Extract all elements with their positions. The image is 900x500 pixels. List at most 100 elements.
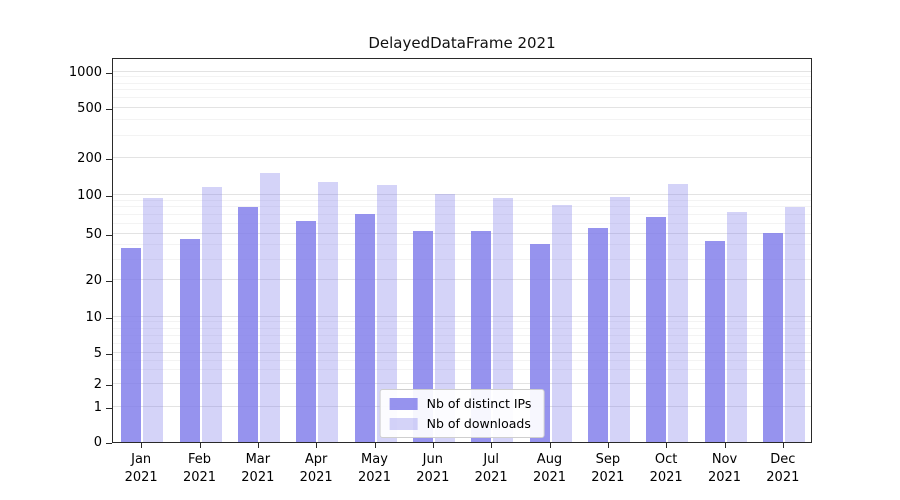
minor-gridline: [113, 199, 811, 201]
bar-distinct-ips: [704, 240, 725, 442]
y-tick-label: 20: [85, 272, 102, 288]
y-tick-mark: [106, 195, 112, 197]
y-tick-label: 200: [77, 150, 102, 166]
minor-gridline: [113, 258, 811, 260]
x-tick-mark: [199, 443, 201, 448]
major-gridline: [113, 352, 811, 354]
major-gridline: [113, 382, 811, 384]
x-tick-label: Sep 2021: [591, 452, 625, 485]
bar-downloads: [784, 207, 805, 442]
y-tick-mark: [106, 280, 112, 282]
y-tick-label: 1000: [68, 65, 102, 80]
bar-downloads: [726, 211, 747, 442]
x-tick-mark: [316, 443, 318, 448]
x-tick-label: Apr 2021: [299, 452, 333, 485]
bar-downloads: [201, 187, 222, 442]
x-tick-label: Dec 2021: [766, 452, 800, 485]
bar-distinct-ips: [587, 227, 608, 442]
x-tick-label: Feb 2021: [182, 452, 217, 485]
bar-distinct-ips: [646, 216, 667, 442]
y-tick-label: 10: [85, 309, 102, 325]
bar-downloads: [434, 194, 455, 442]
y-tick-mark: [106, 384, 112, 386]
minor-gridline: [113, 97, 811, 99]
minor-gridline: [113, 89, 811, 91]
bar-distinct-ips: [354, 214, 375, 442]
bar-downloads: [609, 196, 630, 442]
minor-gridline: [113, 76, 811, 78]
y-tick-label: 1: [93, 399, 102, 415]
y-tick-mark: [106, 443, 112, 444]
legend-swatch-distinct-ips: [389, 397, 418, 410]
legend-item-distinct-ips: Nb of distinct IPs: [389, 396, 532, 411]
bar-downloads: [668, 183, 689, 442]
y-tick-label: 5: [93, 346, 102, 362]
y-tick-label: 2: [93, 376, 102, 392]
major-gridline: [113, 278, 811, 280]
y-tick-mark: [106, 235, 112, 237]
x-tick-label: Oct 2021: [649, 452, 683, 485]
y-tick-mark: [106, 317, 112, 319]
chart-title: DelayedDataFrame 2021: [368, 34, 556, 52]
x-tick-label: May 2021: [357, 452, 392, 485]
legend: Nb of distinct IPs Nb of downloads: [379, 389, 545, 438]
minor-gridline: [113, 119, 811, 121]
x-tick-mark: [724, 443, 726, 448]
x-tick-label: Jan 2021: [124, 452, 158, 485]
y-tick-mark: [106, 73, 112, 74]
legend-item-downloads: Nb of downloads: [389, 416, 532, 431]
x-tick-mark: [491, 443, 493, 448]
major-gridline: [113, 193, 811, 195]
x-tick-label: Nov 2021: [707, 452, 742, 485]
x-tick-label: Aug 2021: [532, 452, 567, 485]
minor-gridline: [113, 327, 811, 329]
x-tick-mark: [549, 443, 551, 448]
major-gridline: [113, 106, 811, 108]
minor-gridline: [113, 82, 811, 84]
major-gridline: [113, 315, 811, 317]
major-gridline: [113, 156, 811, 158]
minor-gridline: [113, 214, 811, 216]
y-tick-label: 100: [77, 187, 102, 203]
minor-gridline: [113, 206, 811, 208]
x-tick-label: Jun 2021: [416, 452, 450, 485]
bar-distinct-ips: [237, 207, 258, 442]
bar-downloads: [259, 173, 280, 442]
bar-distinct-ips: [121, 247, 142, 442]
x-tick-mark: [666, 443, 668, 448]
minor-gridline: [113, 342, 811, 344]
y-tick-mark: [106, 407, 112, 409]
x-tick-label: Mar 2021: [241, 452, 275, 485]
y-tick-mark: [106, 108, 112, 110]
minor-gridline: [113, 334, 811, 336]
x-tick-mark: [782, 443, 784, 448]
x-tick-label: Jul 2021: [474, 452, 508, 485]
major-gridline: [113, 71, 811, 73]
x-tick-mark: [432, 443, 434, 448]
bar-downloads: [376, 185, 397, 442]
minor-gridline: [113, 369, 811, 371]
y-tick-mark: [106, 354, 112, 356]
y-tick-label: 50: [85, 227, 102, 243]
major-gridline: [113, 233, 811, 235]
bar-downloads: [551, 204, 572, 442]
minor-gridline: [113, 134, 811, 136]
minor-gridline: [113, 222, 811, 224]
y-tick-label: 500: [77, 100, 102, 116]
x-tick-mark: [141, 443, 143, 448]
bar-downloads: [143, 197, 164, 442]
bar-distinct-ips: [762, 232, 783, 442]
x-tick-mark: [607, 443, 609, 448]
bar-downloads: [318, 181, 339, 442]
minor-gridline: [113, 321, 811, 323]
bar-downloads: [493, 197, 514, 442]
bar-distinct-ips: [179, 239, 200, 442]
x-tick-mark: [374, 443, 376, 448]
x-tick-mark: [257, 443, 259, 448]
y-tick-label: 0: [93, 435, 102, 450]
legend-swatch-downloads: [389, 417, 418, 430]
plot-area: Nb of distinct IPs Nb of downloads: [112, 58, 812, 443]
legend-label-distinct-ips: Nb of distinct IPs: [426, 396, 532, 411]
minor-gridline: [113, 244, 811, 246]
